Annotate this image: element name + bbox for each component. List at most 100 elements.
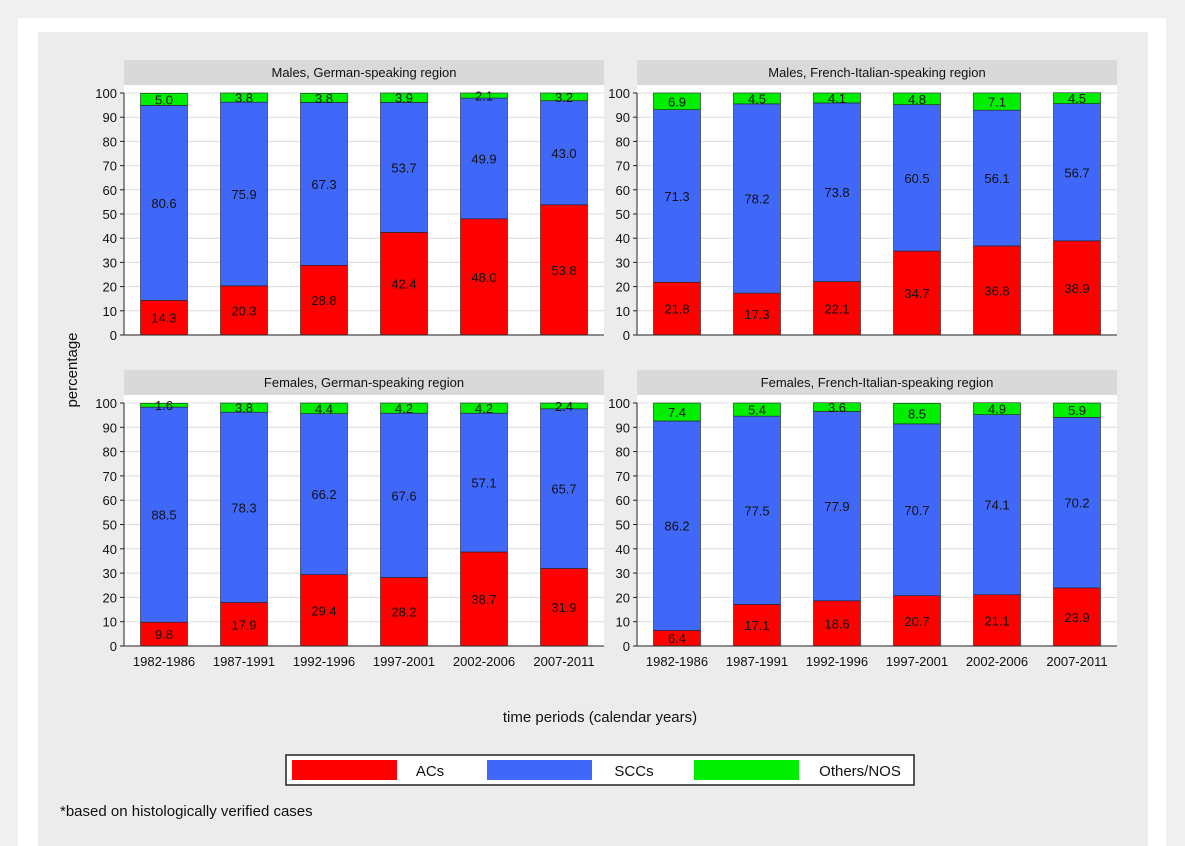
data-label: 6.9: [668, 94, 686, 109]
y-tick-label: 40: [616, 542, 630, 557]
legend-label: Others/NOS: [819, 763, 901, 780]
data-label: 17.9: [231, 617, 256, 632]
y-tick-label: 40: [103, 542, 117, 557]
legend: ACs SCCs Others/NOS: [285, 754, 915, 786]
y-tick-label: 90: [103, 420, 117, 435]
bar-segment-others-nos: [813, 402, 861, 412]
y-tick-label: 10: [103, 615, 117, 630]
y-tick-label: 0: [110, 639, 117, 654]
y-tick-label: 60: [103, 183, 117, 198]
bar-segment-others-nos: [1053, 92, 1101, 104]
data-label: 65.7: [551, 482, 576, 497]
data-label: 4.2: [395, 401, 413, 416]
plot-background: [637, 60, 1117, 335]
facet-title: Males, French-Italian-speaking region: [768, 65, 986, 80]
y-tick-label: 100: [608, 396, 630, 411]
data-label: 70.7: [904, 503, 929, 518]
data-label: 8.5: [908, 407, 926, 422]
data-label: 88.5: [151, 508, 176, 523]
bar-segment-acs: [300, 265, 348, 336]
data-label: 67.3: [311, 177, 336, 192]
bar-segment-sccs: [893, 104, 941, 252]
bar-segment-others-nos: [733, 402, 781, 417]
data-label: 42.4: [391, 277, 416, 292]
y-tick-label: 90: [616, 110, 630, 125]
data-label: 7.1: [988, 95, 1006, 110]
data-label: 78.3: [231, 500, 256, 515]
data-label: 21.8: [664, 302, 689, 317]
y-tick-label: 70: [616, 159, 630, 174]
bar-segment-sccs: [460, 412, 508, 553]
y-tick-label: 30: [103, 566, 117, 581]
x-axis-title: time periods (calendar years): [503, 709, 697, 726]
data-label: 71.3: [664, 189, 689, 204]
data-label: 3.9: [395, 91, 413, 106]
data-label: 75.9: [231, 187, 256, 202]
data-label: 1.6: [155, 398, 173, 413]
bar-segment-sccs: [220, 101, 268, 287]
data-label: 36.8: [984, 283, 1009, 298]
bar-segment-others-nos: [460, 402, 508, 414]
y-tick-label: 20: [103, 590, 117, 605]
y-tick-label: 70: [616, 469, 630, 484]
data-label: 48.0: [471, 270, 496, 285]
bar-segment-others-nos: [893, 92, 941, 105]
bar-segment-sccs: [813, 411, 861, 602]
bar-segment-acs: [300, 574, 348, 647]
y-tick-label: 50: [616, 518, 630, 533]
bar-segment-others-nos: [733, 92, 781, 105]
bar-segment-sccs: [380, 412, 428, 578]
data-label: 3.8: [235, 91, 253, 106]
data-label: 34.7: [904, 286, 929, 301]
data-label: 43.0: [551, 146, 576, 161]
y-tick-label: 10: [616, 615, 630, 630]
facet-strip: [124, 60, 604, 85]
bar-segment-sccs: [300, 413, 348, 575]
y-tick-label: 90: [103, 110, 117, 125]
data-label: 78.2: [744, 192, 769, 207]
data-label: 67.6: [391, 488, 416, 503]
bar-segment-sccs: [140, 105, 188, 301]
data-label: 53.8: [551, 263, 576, 278]
data-label: 3.8: [235, 401, 253, 416]
bar-segment-others-nos: [380, 402, 428, 414]
bar-segment-others-nos: [140, 402, 188, 408]
data-label: 49.9: [471, 151, 496, 166]
y-tick-label: 0: [623, 639, 630, 654]
y-tick-label: 60: [616, 493, 630, 508]
data-label: 21.1: [984, 613, 1009, 628]
bar-segment-others-nos: [220, 92, 268, 103]
footnote: *based on histologically verified cases: [60, 803, 313, 820]
y-tick-label: 100: [95, 86, 117, 101]
plot-background: [637, 370, 1117, 646]
y-tick-label: 20: [103, 280, 117, 295]
data-label: 14.3: [151, 311, 176, 326]
data-label: 17.3: [744, 307, 769, 322]
y-tick-label: 80: [616, 445, 630, 460]
bar-segment-sccs: [460, 97, 508, 220]
bar-segment-acs: [893, 250, 941, 336]
data-label: 77.5: [744, 503, 769, 518]
facet-title: Females, German-speaking region: [264, 375, 464, 390]
bar-segment-others-nos: [540, 402, 588, 410]
y-axis-title: percentage: [64, 332, 81, 407]
bar-segment-others-nos: [220, 402, 268, 413]
data-label: 56.7: [1064, 165, 1089, 180]
data-label: 20.7: [904, 614, 929, 629]
bar-segment-others-nos: [460, 92, 508, 99]
x-tick-label: 2002-2006: [453, 654, 515, 669]
y-tick-label: 10: [616, 304, 630, 319]
x-tick-label: 1997-2001: [373, 654, 435, 669]
bar-segment-sccs: [653, 420, 701, 631]
y-tick-label: 20: [616, 280, 630, 295]
y-tick-label: 60: [103, 493, 117, 508]
data-label: 5.9: [1068, 403, 1086, 418]
data-label: 4.5: [1068, 91, 1086, 106]
y-tick-label: 60: [616, 183, 630, 198]
bar-segment-others-nos: [653, 402, 701, 422]
x-tick-label: 1987-1991: [726, 654, 788, 669]
y-tick-label: 100: [95, 396, 117, 411]
bar-segment-sccs: [813, 102, 861, 282]
bar-segment-others-nos: [653, 92, 701, 110]
bar-segment-others-nos: [893, 402, 941, 425]
